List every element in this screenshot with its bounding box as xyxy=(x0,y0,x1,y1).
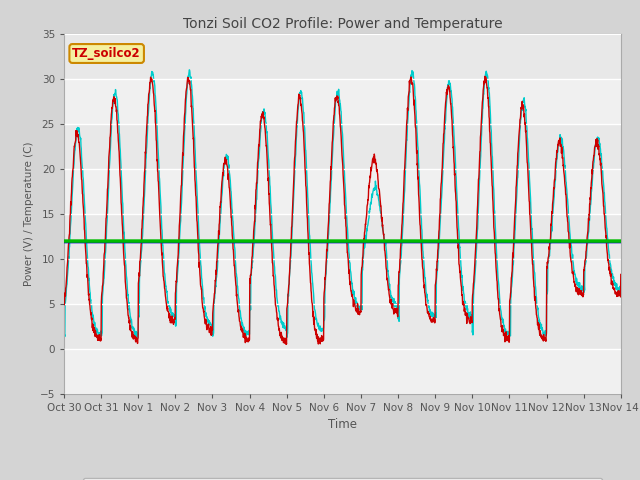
Bar xyxy=(64,214,621,259)
X-axis label: Time: Time xyxy=(328,418,357,431)
Title: Tonzi Soil CO2 Profile: Power and Temperature: Tonzi Soil CO2 Profile: Power and Temper… xyxy=(182,17,502,31)
Bar xyxy=(64,348,621,394)
Bar xyxy=(64,259,621,303)
Bar xyxy=(64,123,621,168)
Bar xyxy=(64,168,621,214)
Bar xyxy=(64,34,621,79)
Bar xyxy=(64,303,621,348)
Y-axis label: Power (V) / Temperature (C): Power (V) / Temperature (C) xyxy=(24,141,34,286)
Legend: CR23X Temperature, CR23X Voltage, CR10X Voltage, CR10X Temperature: CR23X Temperature, CR23X Voltage, CR10X … xyxy=(83,478,602,480)
Text: TZ_soilco2: TZ_soilco2 xyxy=(72,47,141,60)
Bar xyxy=(64,79,621,123)
